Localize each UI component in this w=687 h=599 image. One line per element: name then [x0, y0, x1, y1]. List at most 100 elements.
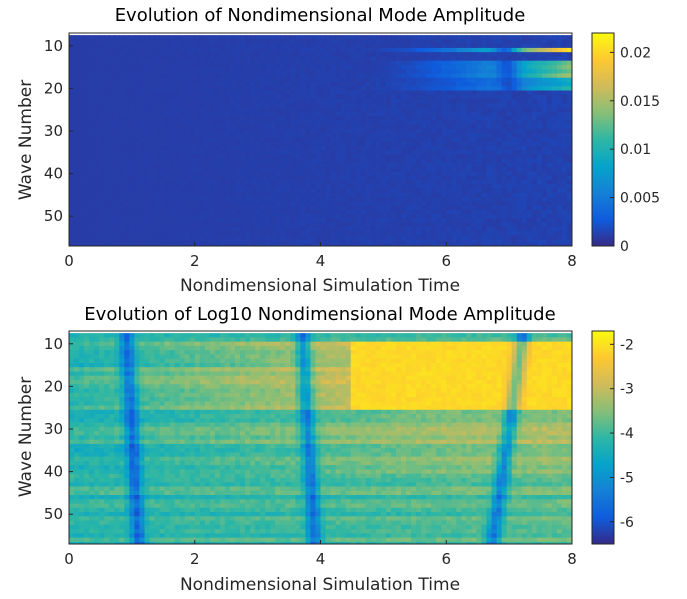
heatmap-cell	[406, 235, 412, 241]
heatmap-cell	[184, 179, 191, 185]
heatmap-cell	[411, 56, 417, 62]
heatmap-cell	[74, 167, 80, 173]
heatmap-cell	[285, 103, 291, 109]
heatmap-cell	[199, 116, 206, 121]
heatmap-cell	[104, 175, 110, 181]
heatmap-cell	[556, 124, 563, 130]
heatmap-cell	[481, 167, 488, 173]
heatmap-cell	[275, 137, 281, 143]
heatmap-cell	[521, 52, 528, 58]
heatmap-cell	[476, 64, 483, 70]
heatmap-cell	[74, 133, 80, 138]
heatmap-cell	[330, 73, 337, 79]
heatmap-cell	[204, 73, 211, 79]
heatmap-cell	[219, 133, 226, 138]
heatmap-cell	[144, 137, 151, 143]
heatmap-cell	[119, 201, 125, 207]
heatmap-cell	[481, 243, 488, 246]
heatmap-cell	[526, 107, 533, 113]
heatmap-cell	[390, 69, 397, 75]
heatmap-cell	[255, 73, 261, 79]
heatmap-cell	[320, 205, 327, 211]
heatmap-cell	[556, 171, 563, 177]
heatmap-cell	[290, 39, 296, 45]
heatmap-cell	[159, 226, 166, 232]
heatmap-cell	[74, 73, 80, 79]
heatmap-cell	[139, 226, 146, 232]
heatmap-cell	[375, 111, 382, 117]
heatmap-cell	[566, 209, 572, 215]
heatmap-cell	[375, 39, 382, 45]
heatmap-cell	[265, 192, 271, 198]
heatmap-cell	[224, 133, 231, 138]
heatmap-cell	[496, 73, 503, 79]
heatmap-cell	[119, 133, 125, 138]
heatmap-cell	[345, 239, 352, 245]
heatmap-cell	[511, 184, 518, 190]
heatmap-cell	[456, 214, 462, 219]
heatmap-cell	[139, 192, 146, 198]
heatmap-cell	[224, 192, 231, 198]
heatmap-cell	[305, 69, 312, 75]
heatmap-cell	[79, 103, 85, 109]
heatmap-cell	[446, 175, 452, 181]
heatmap-cell	[320, 116, 327, 121]
heatmap-cell	[300, 73, 307, 79]
heatmap-cell	[234, 133, 241, 138]
heatmap-cell	[471, 222, 478, 228]
heatmap-cell	[370, 167, 377, 173]
heatmap-cell	[169, 201, 176, 207]
heatmap-cell	[234, 158, 241, 164]
heatmap-cell	[466, 179, 472, 185]
heatmap-cell	[240, 175, 246, 181]
heatmap-cell	[411, 86, 417, 92]
heatmap-cell	[164, 107, 171, 113]
heatmap-cell	[481, 214, 488, 219]
heatmap-cell	[471, 133, 478, 138]
heatmap-cell	[280, 205, 286, 211]
heatmap-cell	[280, 239, 286, 245]
heatmap-cell	[400, 179, 407, 185]
heatmap-cell	[310, 205, 317, 211]
heatmap-cell	[124, 86, 130, 92]
heatmap-cell	[134, 171, 141, 177]
heatmap-cell	[265, 43, 271, 49]
heatmap-cell	[285, 99, 291, 104]
heatmap-cell	[129, 226, 135, 232]
heatmap-cell	[209, 179, 216, 185]
heatmap-cell	[119, 188, 125, 194]
heatmap-cell	[541, 226, 548, 232]
heatmap-cell	[380, 192, 387, 198]
heatmap-cell	[159, 243, 166, 246]
heatmap-cell	[400, 43, 407, 49]
heatmap-cell	[345, 69, 352, 75]
heatmap-cell	[466, 150, 472, 156]
heatmap-cell	[129, 86, 135, 92]
heatmap-cell	[199, 167, 206, 173]
heatmap-cell	[260, 243, 266, 246]
heatmap-cell	[496, 52, 503, 58]
heatmap-cell	[290, 103, 296, 109]
heatmap-cell	[169, 69, 176, 75]
heatmap-cell	[516, 150, 523, 156]
heatmap-cell	[204, 107, 211, 113]
heatmap-cell	[229, 86, 236, 92]
heatmap-cell	[229, 64, 236, 70]
heatmap-cell	[305, 184, 312, 190]
heatmap-cell	[240, 145, 246, 151]
heatmap-cell	[154, 73, 161, 79]
heatmap-cell	[275, 99, 281, 104]
heatmap-cell	[219, 47, 226, 53]
heatmap-cell	[255, 201, 261, 207]
heatmap-cell	[290, 184, 296, 190]
heatmap-cell	[154, 60, 161, 66]
heatmap-cell	[531, 188, 538, 194]
heatmap-cell	[330, 209, 337, 215]
heatmap-cell	[315, 81, 322, 87]
heatmap-cell	[411, 231, 417, 236]
heatmap-cell	[476, 90, 483, 96]
heatmap-cell	[219, 90, 226, 96]
heatmap-cell	[486, 231, 493, 236]
heatmap-cell	[89, 175, 95, 181]
heatmap-cell	[436, 226, 442, 232]
